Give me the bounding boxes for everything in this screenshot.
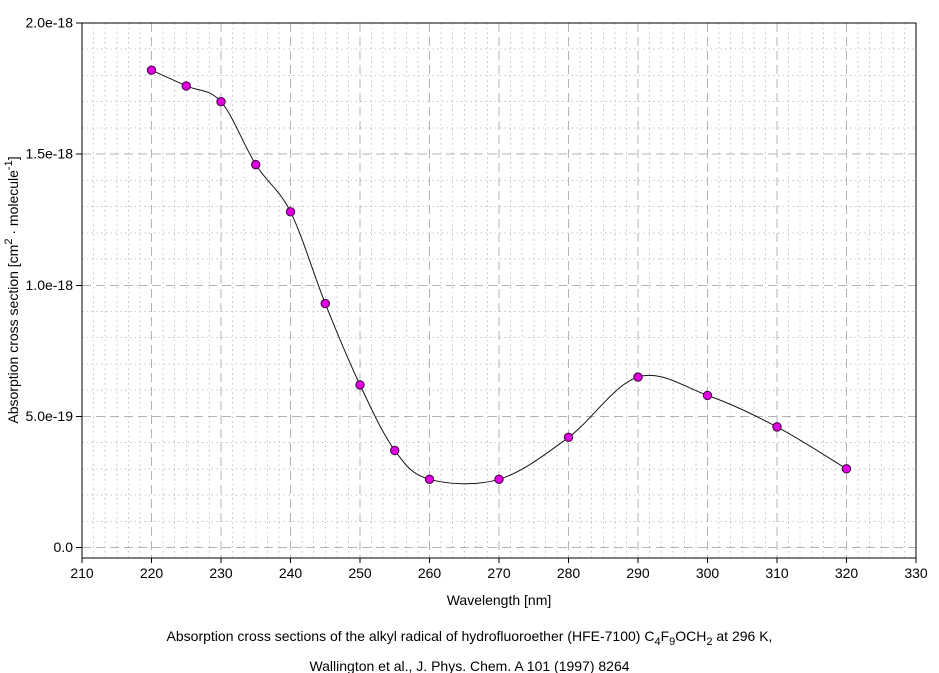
data-point — [285, 207, 296, 217]
x-tick-label: 290 — [626, 565, 650, 581]
x-tick-label: 280 — [557, 565, 581, 581]
chart-canvas: 210 220 230 240 250 260 270 280 290 300 310 320 330 … — [3, 15, 928, 609]
axis-ticks — [76, 22, 917, 563]
data-point — [355, 380, 365, 390]
data-point — [181, 81, 191, 91]
y-tick-label: 1.0e-18 — [26, 277, 74, 293]
x-tick-label: 330 — [904, 565, 928, 581]
x-tick-label: 230 — [209, 565, 233, 581]
x-tick-label: 240 — [279, 565, 303, 581]
x-tick-label: 270 — [487, 565, 511, 581]
x-tick-label: 210 — [70, 565, 94, 581]
x-axis-title: Wavelength [nm] — [447, 592, 552, 608]
y-axis-title: Absorption cross section [cm2 · molecule… — [3, 156, 21, 423]
data-point — [633, 372, 643, 382]
data-point — [390, 445, 400, 456]
x-tick-label: 220 — [140, 565, 164, 581]
x-tick-labels: 210 220 230 240 250 260 270 280 290 300 310 320 330 — [70, 565, 928, 581]
x-tick-label: 300 — [696, 565, 720, 581]
data-point — [424, 474, 435, 485]
data-point — [494, 474, 504, 485]
data-point — [563, 432, 574, 443]
data-points — [146, 65, 852, 485]
major-gridlines — [82, 23, 916, 558]
data-point — [772, 422, 782, 432]
caption-line-1: Absorption cross sections of the alkyl r… — [166, 628, 773, 648]
y-tick-label: 1.5e-18 — [26, 146, 74, 162]
data-point — [146, 65, 157, 75]
x-tick-label: 260 — [418, 565, 442, 581]
data-point — [702, 390, 713, 401]
y-tick-label: 2.0e-18 — [26, 15, 74, 31]
data-point — [216, 96, 226, 107]
data-point — [320, 298, 330, 309]
x-tick-label: 250 — [348, 565, 372, 581]
y-tick-label: 0.0 — [54, 539, 74, 555]
x-tick-label: 310 — [765, 565, 789, 581]
y-tick-labels: 0.0 5.0e-19 1.0e-18 1.5e-18 2.0e-18 — [26, 15, 74, 556]
x-tick-label: 320 — [835, 565, 859, 581]
y-axis-title-text: Absorption cross section [cm2 · molecule… — [3, 156, 21, 423]
y-tick-label: 5.0e-19 — [26, 408, 74, 424]
data-point — [841, 464, 852, 474]
caption-line-2: Wallington et al., J. Phys. Chem. A 101 … — [309, 657, 630, 673]
figure-caption: Absorption cross sections of the alkyl r… — [0, 624, 939, 673]
data-point — [251, 159, 261, 170]
